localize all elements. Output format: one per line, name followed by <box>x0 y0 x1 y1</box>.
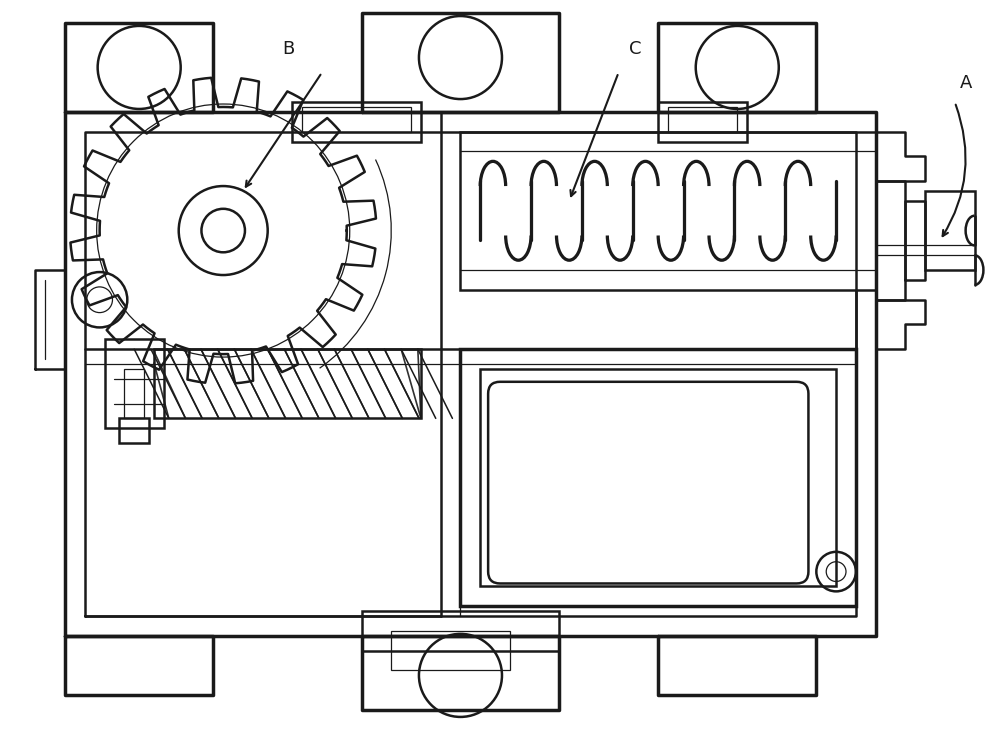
Bar <box>302 107 411 132</box>
Text: B: B <box>283 39 295 58</box>
Bar <box>480 369 836 586</box>
Bar <box>460 132 876 290</box>
Bar <box>391 631 510 671</box>
Text: A: A <box>960 74 972 92</box>
Bar <box>925 191 975 270</box>
Bar <box>362 611 559 651</box>
Bar <box>124 369 144 418</box>
Bar <box>105 339 164 428</box>
Bar <box>658 102 747 141</box>
Bar <box>154 349 421 418</box>
Text: C: C <box>629 39 641 58</box>
Bar <box>460 349 856 607</box>
Bar <box>292 102 421 141</box>
Bar <box>668 107 737 132</box>
Bar <box>119 418 149 443</box>
